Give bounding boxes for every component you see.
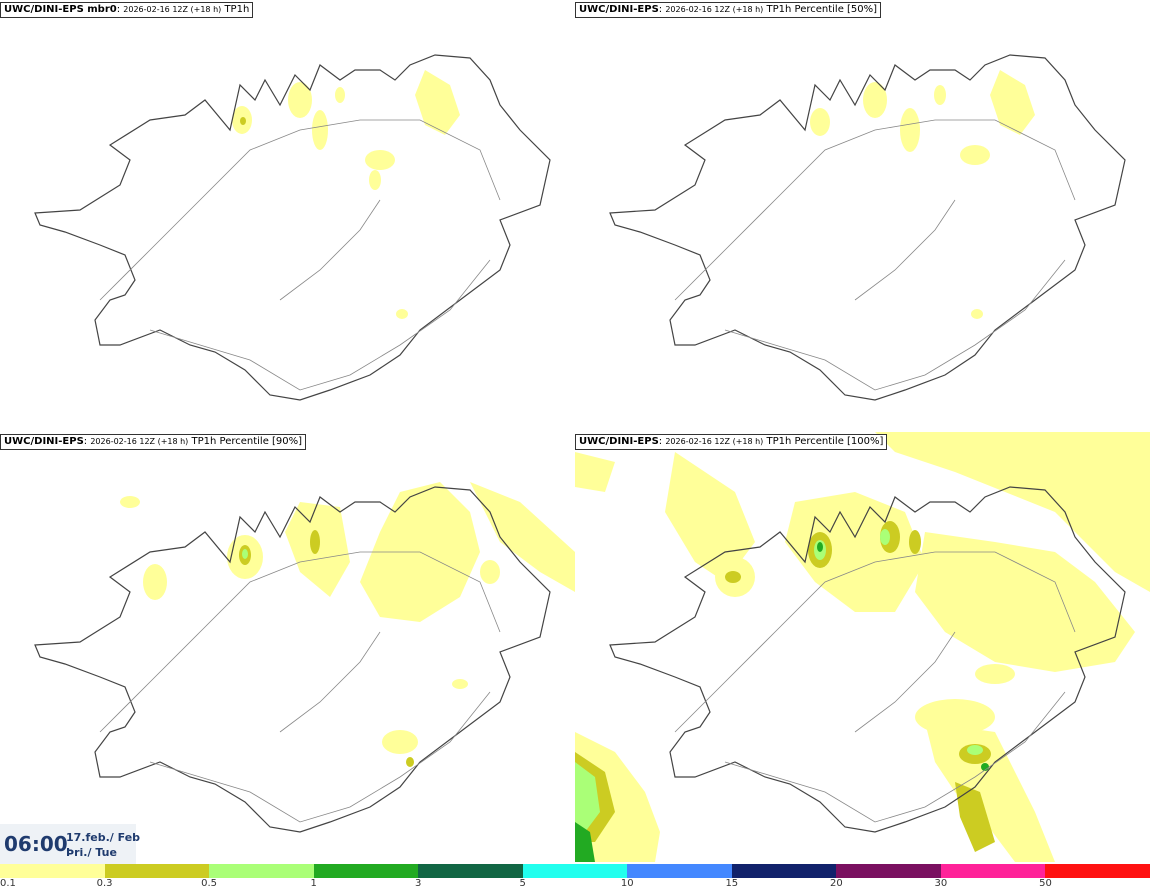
map-panel-p50: UWC/DINI-EPS: 2026-02-16 12Z (+18 h) TP1… bbox=[575, 0, 1150, 430]
legend-label: 10 bbox=[620, 878, 634, 889]
precip-moderate bbox=[240, 117, 246, 125]
legend-colorbar bbox=[0, 864, 1150, 878]
precip-layer bbox=[575, 432, 1150, 862]
coastline bbox=[34, 486, 551, 833]
legend-label: 15 bbox=[725, 878, 739, 889]
panel-title: UWC/DINI-EPS mbr0: 2026-02-16 12Z (+18 h… bbox=[0, 2, 254, 18]
precip-very-heavy bbox=[575, 542, 989, 862]
legend-label: 1 bbox=[310, 878, 317, 889]
map-svg bbox=[34, 54, 551, 401]
map-panel-p90: UWC/DINI-EPS: 2026-02-16 12Z (+18 h) TP1… bbox=[0, 432, 575, 862]
precip-layer bbox=[810, 70, 1035, 319]
map-svg bbox=[609, 54, 1126, 401]
coastline bbox=[609, 54, 1126, 401]
map-svg bbox=[575, 432, 1150, 862]
valid-date: 17.feb./ Feb bbox=[66, 831, 141, 844]
legend-label: 30 bbox=[934, 878, 948, 889]
legend-label: 20 bbox=[829, 878, 843, 889]
map-panel-p100: UWC/DINI-EPS: 2026-02-16 12Z (+18 h) TP1… bbox=[575, 432, 1150, 862]
precip-layer bbox=[232, 70, 460, 319]
legend-swatch bbox=[522, 864, 628, 878]
map-svg bbox=[34, 482, 575, 833]
legend-label: 0.1 bbox=[0, 878, 16, 889]
valid-time-box: 06:00 17.feb./ Feb Þri./ Tue bbox=[0, 824, 140, 864]
legend-label: 3 bbox=[414, 878, 422, 889]
roads bbox=[99, 551, 501, 823]
panel-title: UWC/DINI-EPS: 2026-02-16 12Z (+18 h) TP1… bbox=[575, 2, 882, 18]
precip-layer bbox=[120, 482, 575, 754]
panel-title: UWC/DINI-EPS: 2026-02-16 12Z (+18 h) TP1… bbox=[0, 434, 307, 450]
legend-labels: 0.1 0.3 0.5 1 3 5 10 15 20 30 50 bbox=[0, 878, 1150, 891]
legend-swatch bbox=[627, 864, 732, 878]
legend-swatch bbox=[313, 864, 419, 878]
legend-label: 0.5 bbox=[201, 878, 218, 889]
legend-swatch bbox=[209, 864, 314, 878]
legend-swatch bbox=[1045, 864, 1150, 878]
legend-label: 0.3 bbox=[96, 878, 113, 889]
legend-swatch bbox=[731, 864, 837, 878]
valid-time: 06:00 bbox=[4, 832, 68, 856]
precip-heavy bbox=[242, 549, 248, 559]
legend-swatch bbox=[104, 864, 210, 878]
legend-swatch bbox=[418, 864, 523, 878]
coastline bbox=[609, 486, 1126, 833]
legend-swatch bbox=[0, 864, 105, 878]
legend-label: 50 bbox=[1039, 878, 1052, 889]
roads bbox=[674, 119, 1076, 391]
map-panel-member0: UWC/DINI-EPS mbr0: 2026-02-16 12Z (+18 h… bbox=[0, 0, 575, 430]
panel-title: UWC/DINI-EPS: 2026-02-16 12Z (+18 h) TP1… bbox=[575, 434, 888, 450]
legend-label: 5 bbox=[519, 878, 526, 889]
legend-swatch bbox=[836, 864, 941, 878]
valid-day: Þri./ Tue bbox=[66, 846, 117, 859]
legend-swatch bbox=[940, 864, 1046, 878]
roads bbox=[99, 119, 501, 391]
roads bbox=[674, 551, 1076, 823]
coastline bbox=[34, 54, 551, 401]
